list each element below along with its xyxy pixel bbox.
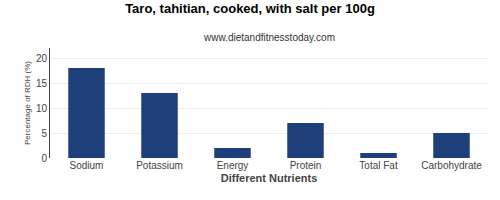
svg-text:Energy: Energy <box>217 160 249 171</box>
svg-text:15: 15 <box>36 78 48 89</box>
svg-text:www.dietandfitnesstoday.com: www.dietandfitnesstoday.com <box>203 32 335 43</box>
svg-text:0: 0 <box>41 153 47 164</box>
svg-text:Carbohydrate: Carbohydrate <box>421 160 482 171</box>
svg-text:20: 20 <box>36 53 48 64</box>
svg-text:Different Nutrients: Different Nutrients <box>221 172 318 184</box>
svg-text:Sodium: Sodium <box>70 160 104 171</box>
svg-text:Taro, tahitian, cooked, with s: Taro, tahitian, cooked, with salt per 10… <box>125 1 375 16</box>
svg-text:Potassium: Potassium <box>136 160 183 171</box>
svg-text:10: 10 <box>36 103 48 114</box>
svg-text:Percentage of RDH (%): Percentage of RDH (%) <box>23 61 32 145</box>
svg-text:Total Fat: Total Fat <box>359 160 398 171</box>
svg-text:5: 5 <box>41 128 47 139</box>
svg-text:Protein: Protein <box>290 160 322 171</box>
